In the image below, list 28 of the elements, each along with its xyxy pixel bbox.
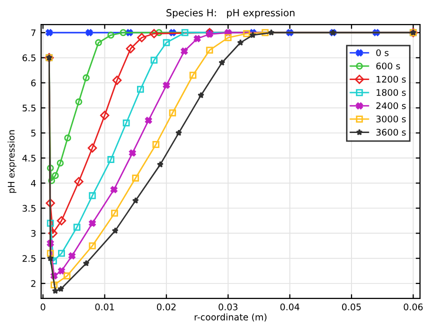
x-axis-title: r-coordinate (m) xyxy=(194,313,266,322)
y-tick-label: 2 xyxy=(31,280,36,287)
chart-title: Species H: pH expression xyxy=(166,8,294,18)
legend-label: 2400 s xyxy=(376,102,406,110)
y-tick-label: 4.5 xyxy=(22,154,36,162)
legend-label: 1800 s xyxy=(376,89,406,96)
legend-label: 0 s xyxy=(376,49,389,56)
x-tick-label: 0.04 xyxy=(280,304,300,310)
x-tick-label: 0.06 xyxy=(404,304,423,310)
legend-label: 3600 s xyxy=(376,128,406,136)
y-tick-label: 3.5 xyxy=(22,204,36,212)
y-tick-label: 5 xyxy=(31,130,36,137)
y-tick-label: 6 xyxy=(31,80,36,86)
y-tick-label: 5.5 xyxy=(22,104,36,112)
y-tick-label: 4 xyxy=(30,180,36,187)
x-tick-label: 0.03 xyxy=(218,304,238,310)
legend-label: 600 s xyxy=(376,62,400,70)
x-tick-label: 0.05 xyxy=(342,304,361,310)
y-tick-label: 3 xyxy=(31,230,36,237)
x-tick-label: 0.01 xyxy=(95,304,114,310)
y-axis-title: pH expression xyxy=(8,130,16,193)
x-tick-label: 0.02 xyxy=(156,304,176,310)
y-tick-label: 6.5 xyxy=(22,54,36,62)
x-tick-label: 0 xyxy=(40,304,46,310)
y-tick-label: 2.5 xyxy=(22,255,36,262)
legend-label: 3000 s xyxy=(376,116,406,122)
legend-label: 1200 s xyxy=(376,76,406,83)
y-tick-label: 7 xyxy=(31,29,36,36)
